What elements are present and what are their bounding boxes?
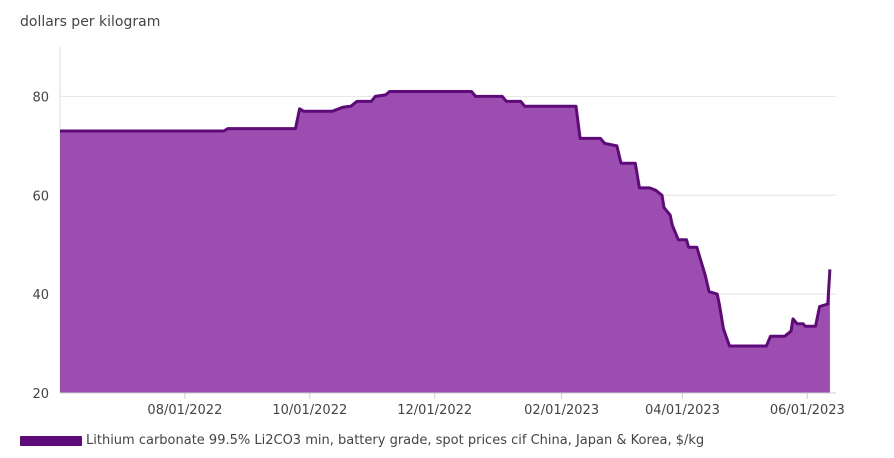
legend: Lithium carbonate 99.5% Li2CO3 min, batt… (20, 433, 704, 448)
y-tick-label: 80 (32, 90, 49, 105)
x-tick-label: 02/01/2023 (524, 403, 599, 418)
x-tick-label: 08/01/2022 (147, 403, 222, 418)
legend-swatch (20, 435, 82, 446)
x-tick-label: 06/01/2023 (770, 403, 845, 418)
series-area (60, 91, 830, 393)
legend-label: Lithium carbonate 99.5% Li2CO3 min, batt… (86, 433, 705, 448)
y-axis-unit-label: dollars per kilogram (20, 14, 161, 30)
y-tick-labels: 20 40 60 80 (32, 90, 49, 402)
x-tick-label: 10/01/2022 (272, 403, 347, 418)
y-tick-label: 40 (32, 288, 49, 303)
x-tick-label: 04/01/2023 (645, 403, 720, 418)
x-tick-label: 12/01/2022 (397, 403, 472, 418)
y-tick-label: 60 (32, 189, 49, 204)
x-tick-labels: 08/01/2022 10/01/2022 12/01/2022 02/01/2023… (147, 393, 845, 418)
y-tick-label: 20 (32, 387, 49, 402)
series-line (60, 90, 832, 348)
plot-area (60, 90, 836, 394)
